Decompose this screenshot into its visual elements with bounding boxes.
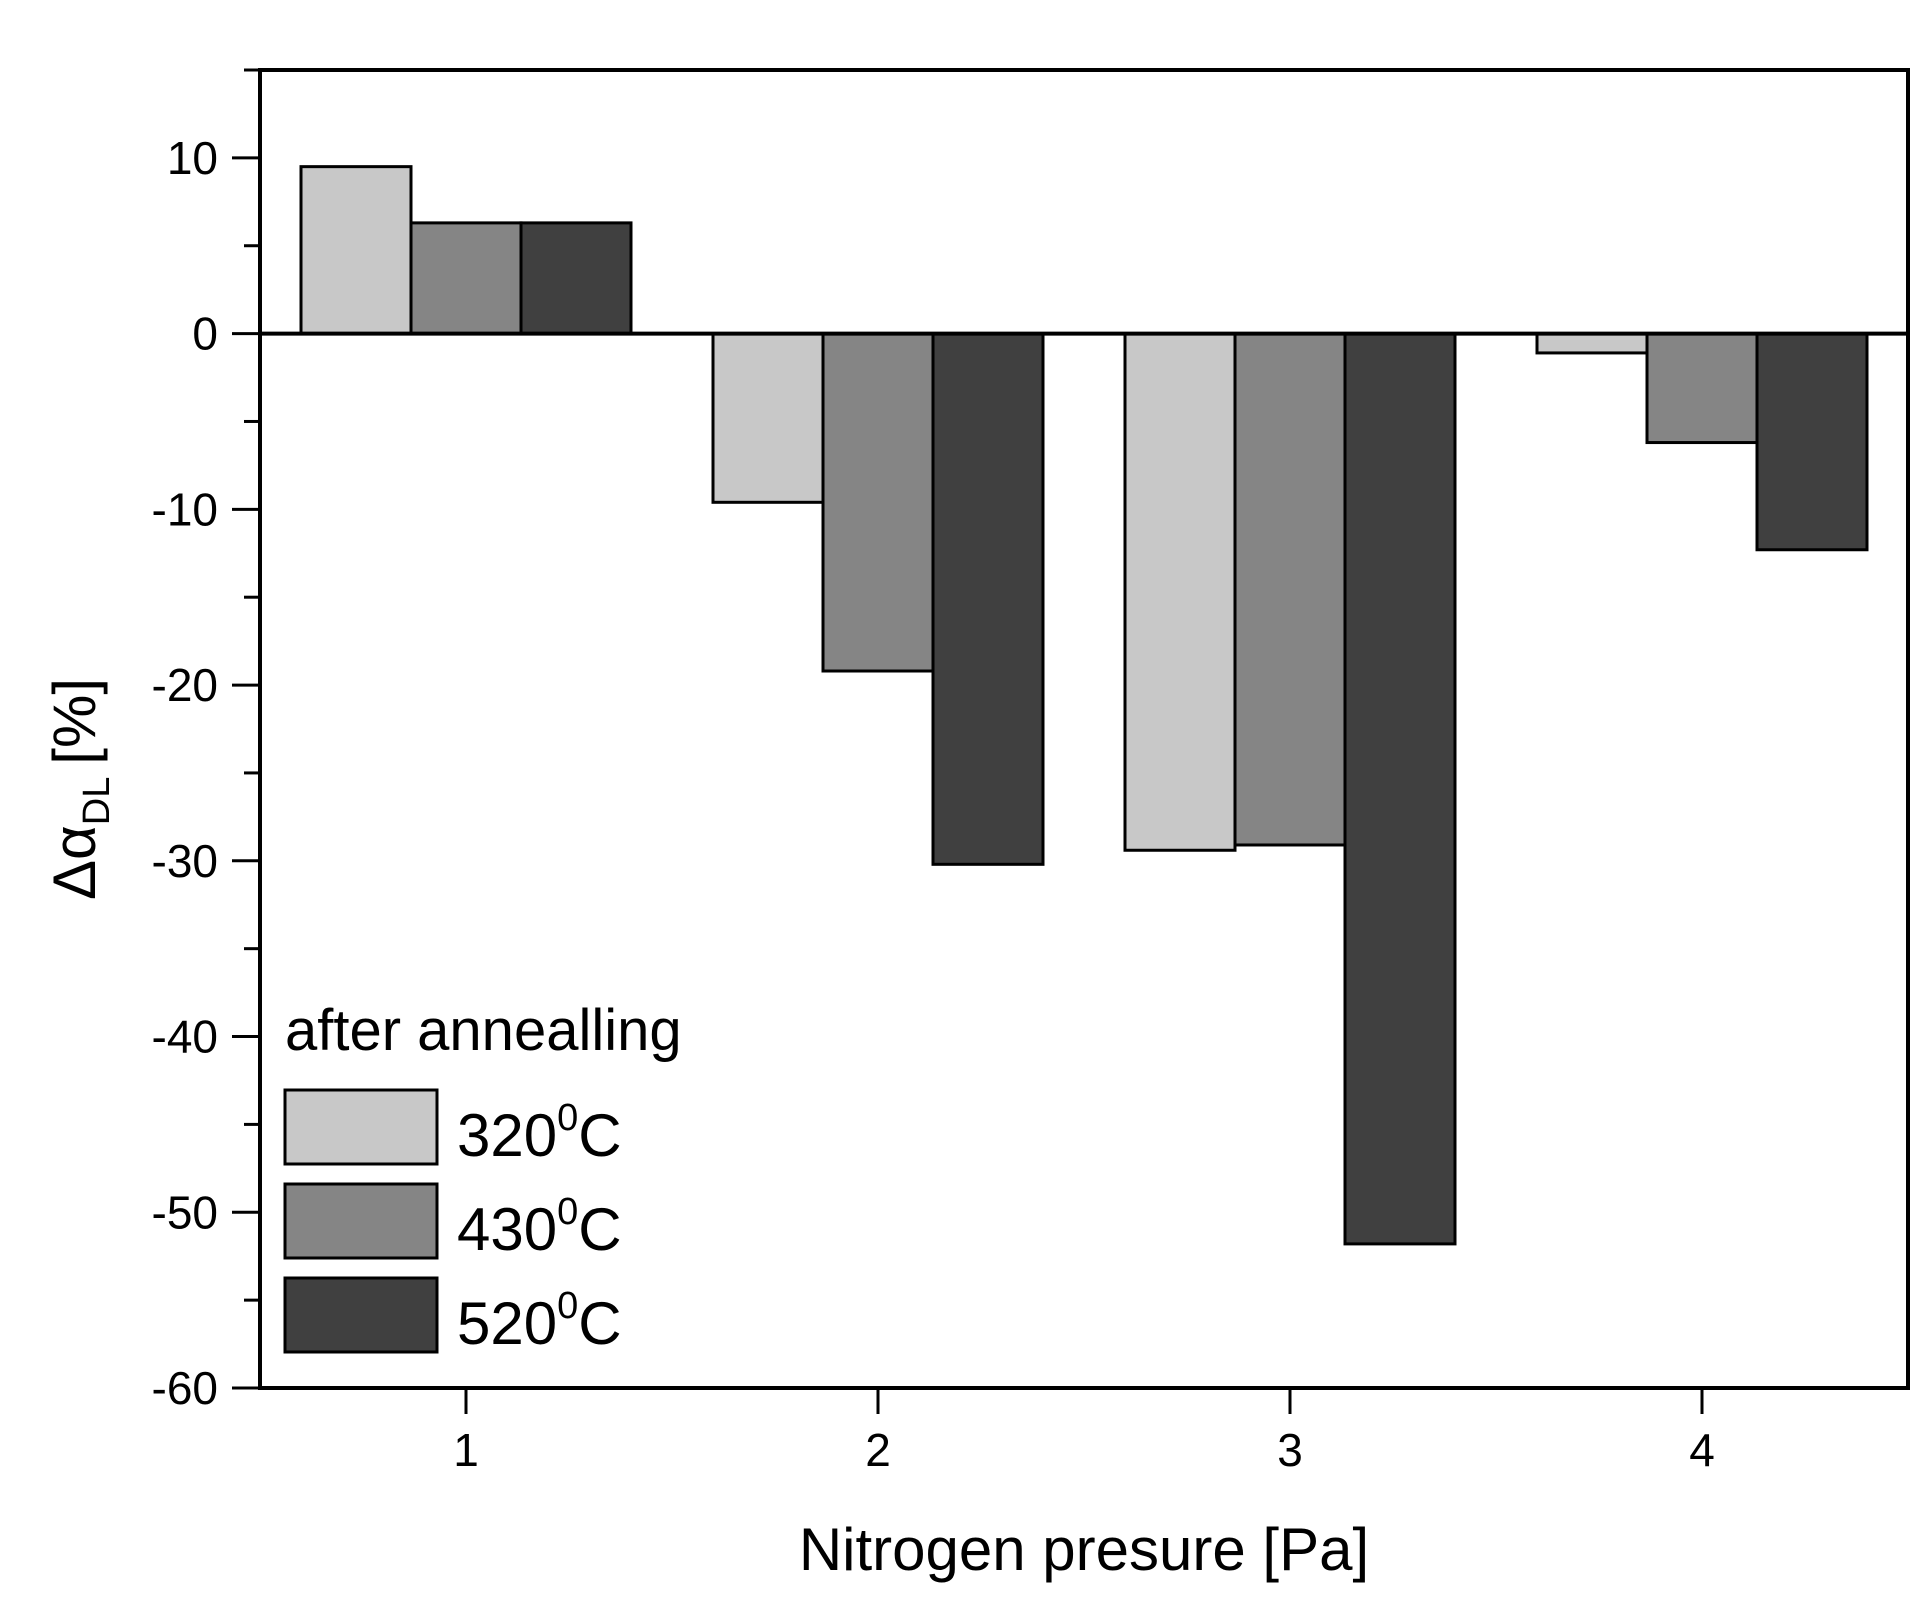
y-tick-label: -10 [152, 483, 218, 535]
y-tick-label: -40 [152, 1011, 218, 1063]
bar-430-cat-3 [1233, 332, 1347, 847]
bar-320-cat-2 [711, 332, 825, 504]
plot-frame [258, 68, 1910, 1390]
legend: after annealling 3200C 4300C 5200C [283, 998, 682, 1357]
bar-430-cat-4 [1645, 332, 1759, 445]
bar-430-cat-1 [409, 221, 523, 336]
x-tick-label: 2 [865, 1424, 891, 1476]
x-tick-label: 1 [453, 1424, 479, 1476]
y-tick-label: 10 [167, 132, 218, 184]
bar-320-cat-4 [1535, 332, 1649, 355]
bar-430-cat-2 [821, 332, 935, 673]
legend-swatch-520 [283, 1276, 439, 1354]
x-axis: 1 2 3 4 [453, 1388, 1715, 1476]
x-tick-label: 3 [1277, 1424, 1303, 1476]
y-tick-label: -60 [152, 1362, 218, 1414]
y-tick-label: -50 [152, 1186, 218, 1238]
legend-title: after annealling [285, 998, 682, 1063]
y-tick-label: -20 [152, 659, 218, 711]
y-axis: 10 0 -10 -20 -30 -40 -50 -60 [152, 68, 260, 1414]
bar-320-cat-1 [299, 165, 413, 336]
y-axis-subscript: DL [76, 777, 118, 826]
y-axis-symbol: Δα [41, 825, 108, 900]
x-axis-title: Nitrogen presure [Pa] [799, 1516, 1369, 1583]
y-tick-label: -30 [152, 835, 218, 887]
bar-520-cat-3 [1343, 332, 1457, 1246]
legend-swatch-430 [283, 1182, 439, 1260]
y-tick-label: 0 [192, 308, 218, 360]
legend-label-430: 4300C [457, 1191, 622, 1263]
x-tick-label: 4 [1689, 1424, 1715, 1476]
y-axis-unit: [%] [41, 678, 108, 765]
bar-520-cat-2 [931, 332, 1045, 866]
y-axis-title: ΔαDL [%] [41, 678, 118, 900]
bar-520-cat-4 [1755, 332, 1869, 552]
bars-layer [299, 165, 1869, 1246]
legend-label-520: 5200C [457, 1285, 622, 1357]
bar-320-cat-3 [1123, 332, 1237, 852]
legend-label-320: 3200C [457, 1097, 622, 1169]
bar-520-cat-1 [519, 221, 633, 336]
legend-swatch-320 [283, 1088, 439, 1166]
